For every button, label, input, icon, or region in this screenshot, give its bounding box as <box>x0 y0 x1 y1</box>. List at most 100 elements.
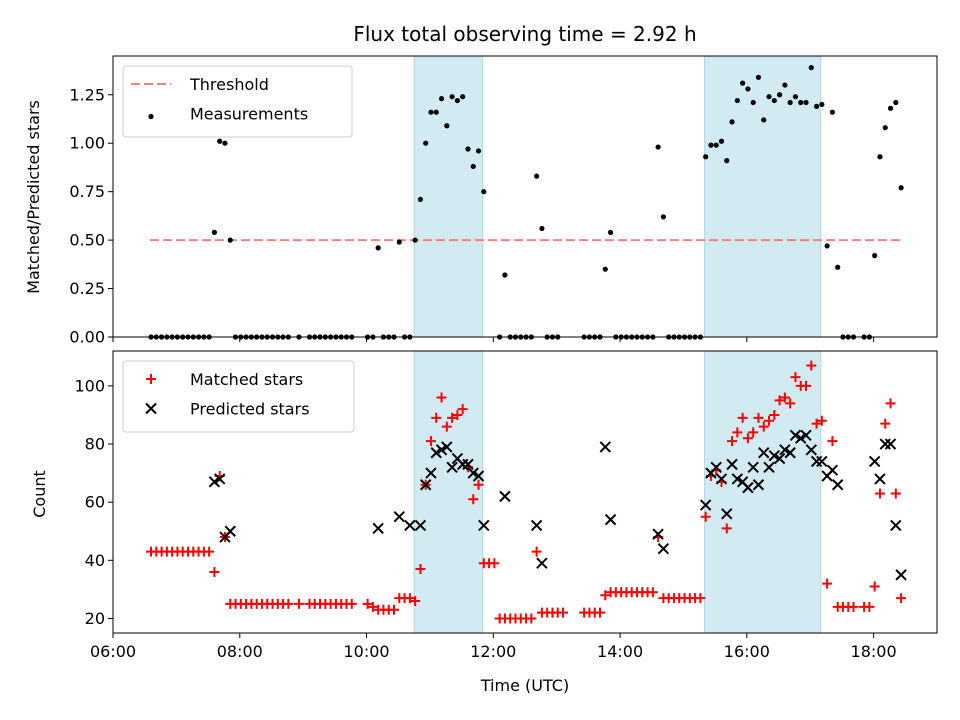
matched-star-point <box>890 488 901 499</box>
bottom-y-axis-label: Count <box>30 470 49 518</box>
chart-title: Flux total observing time = 2.92 h <box>353 22 696 46</box>
measurement-point <box>433 109 439 115</box>
predicted-star-point <box>604 513 617 526</box>
measurement-point <box>470 163 476 170</box>
legend-measurement-marker <box>148 113 154 120</box>
predicted-star-point <box>874 473 886 485</box>
measurement-point <box>729 119 735 125</box>
measurement-point <box>449 94 455 100</box>
predicted-star-point <box>599 441 611 453</box>
measurement-point <box>882 125 888 131</box>
measurement-point <box>222 140 228 146</box>
matched-star-point <box>647 587 658 598</box>
x-tick-label: 14:00 <box>597 642 643 661</box>
measurement-point <box>787 99 793 106</box>
measurement-point <box>771 97 777 104</box>
predicted-star-point <box>789 429 802 442</box>
y-tick-label: 100 <box>74 376 105 395</box>
measurement-point <box>782 82 788 88</box>
measurement-point <box>824 243 830 249</box>
matched-star-point <box>362 598 373 609</box>
predicted-star-point <box>768 449 781 462</box>
predicted-star-point <box>773 452 786 465</box>
predicted-star-point <box>425 467 437 479</box>
measurement-point <box>819 101 825 108</box>
matched-star-point <box>758 421 769 432</box>
measurement-point <box>755 74 762 80</box>
measurement-point <box>713 142 719 148</box>
matched-star-point <box>721 523 732 534</box>
predicted-star-point <box>763 461 775 473</box>
legend: Threshold Measurements <box>122 65 353 138</box>
measurement-point <box>893 99 899 106</box>
matched-star-point <box>695 593 706 604</box>
x-axis-label: Time (UTC) <box>480 676 569 695</box>
measurement-point <box>444 123 450 129</box>
matched-star-point <box>526 613 537 624</box>
x-tick-label: 18:00 <box>851 642 897 661</box>
predicted-star-point <box>430 447 442 459</box>
measurement-point <box>428 109 434 115</box>
measurement-point <box>750 99 756 106</box>
matched-star-point <box>764 415 775 426</box>
matched-star-point <box>885 398 896 409</box>
measurement-point <box>808 65 814 71</box>
measurement-point <box>454 97 460 104</box>
measurement-point <box>740 80 746 86</box>
predicted-star-point <box>710 461 722 473</box>
predicted-star-point <box>435 444 448 456</box>
matched-star-point <box>774 395 785 406</box>
predicted-star-point <box>699 499 712 511</box>
predicted-star-point <box>742 481 754 494</box>
matched-star-point <box>896 593 907 604</box>
measurement-point <box>481 189 487 195</box>
x-tick-label: 12:00 <box>470 642 516 661</box>
predicted-star-point <box>800 429 812 442</box>
measurement-point <box>766 94 772 100</box>
matched-star-point <box>869 581 880 592</box>
y-tick-label: 80 <box>85 435 105 454</box>
matched-star-point <box>864 601 875 612</box>
y-tick-label: 0.50 <box>69 231 105 250</box>
matched-star-point <box>790 372 801 383</box>
matched-star-point <box>436 392 447 403</box>
predicted-star-point <box>779 444 791 456</box>
matched-star-point <box>600 590 611 601</box>
predicted-star-point <box>652 528 664 540</box>
matched-star-point <box>531 546 542 557</box>
measurement-point <box>534 173 540 179</box>
matched-star-point <box>727 436 738 447</box>
predicted-star-point <box>721 508 733 520</box>
measurement-point <box>877 154 883 160</box>
legend-label: Predicted stars <box>190 400 310 419</box>
matched-star-point <box>811 418 822 429</box>
predicted-star-point <box>784 447 796 459</box>
observing-window <box>704 55 822 338</box>
matched-star-point <box>346 598 357 609</box>
y-tick-label: 0.00 <box>69 328 105 347</box>
matched-star-point <box>753 412 764 423</box>
predicted-star-point <box>536 557 548 569</box>
predicted-star-point <box>831 479 844 491</box>
observing-window <box>704 350 822 634</box>
predicted-star-point <box>795 432 807 444</box>
predicted-star-point <box>868 455 881 468</box>
predicted-star-point <box>758 447 770 459</box>
measurement-point <box>227 237 233 243</box>
matched-star-point <box>468 494 479 505</box>
predicted-star-point <box>816 455 828 468</box>
measurement-point <box>460 94 466 100</box>
top-y-axis-label: Matched/Predicted stars <box>24 100 43 294</box>
legend-label: Threshold <box>189 75 269 94</box>
matched-star-point <box>452 409 463 420</box>
matched-star-point <box>404 593 415 604</box>
y-tick-label: 0.75 <box>69 182 105 201</box>
measurement-point <box>423 140 429 146</box>
matched-star-point <box>801 380 812 391</box>
matched-star-point <box>415 564 426 575</box>
plot-frame <box>112 55 938 338</box>
predicted-star-point <box>805 444 817 456</box>
y-tick-label: 0.25 <box>69 279 105 298</box>
measurement-point <box>655 144 661 150</box>
